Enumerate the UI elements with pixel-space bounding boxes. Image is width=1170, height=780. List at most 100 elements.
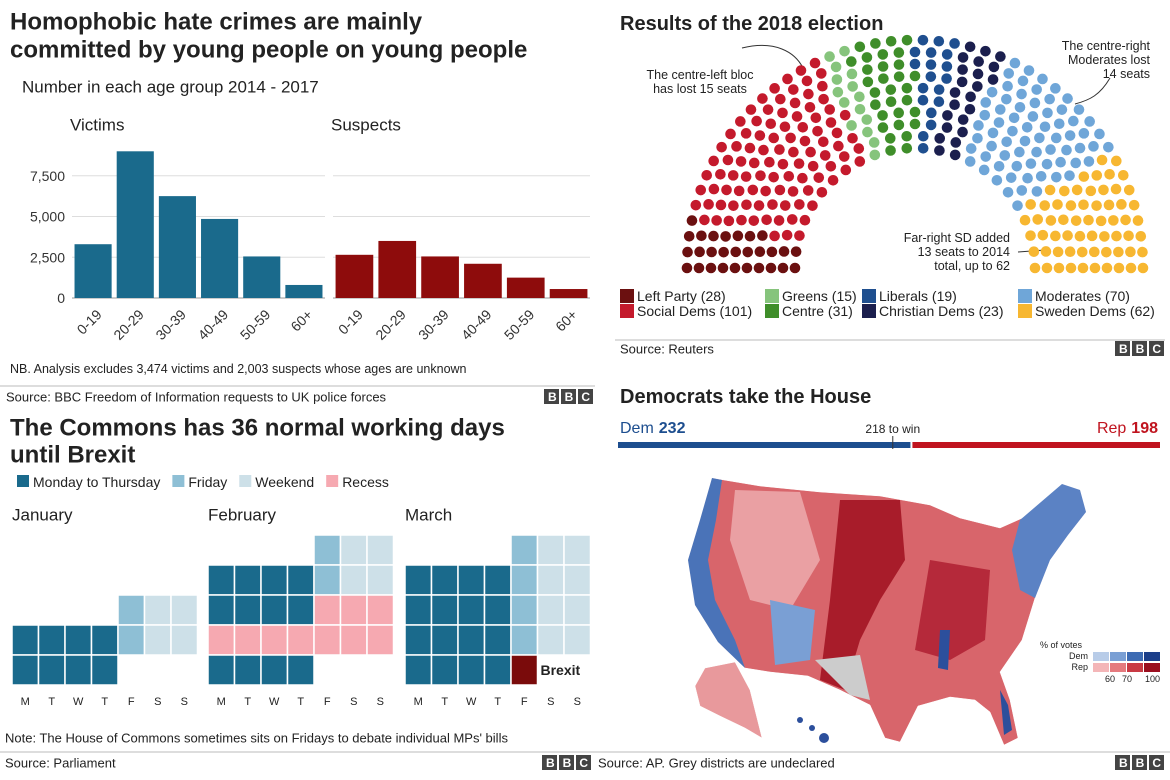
seat (1071, 184, 1083, 196)
day-cell (90, 654, 119, 686)
seat (854, 156, 866, 167)
seat (779, 200, 791, 211)
seat (933, 35, 945, 47)
day-cell (563, 594, 592, 626)
seat (1002, 186, 1014, 198)
x-tick-label: 20-29 (110, 306, 147, 343)
seat (1059, 185, 1070, 197)
seat (1028, 246, 1040, 257)
seat (1064, 170, 1075, 181)
seat (818, 136, 829, 148)
seat (1137, 262, 1149, 274)
weekday-label: S (350, 696, 357, 708)
seat (686, 215, 698, 226)
day-cell (430, 594, 459, 626)
seat (812, 125, 823, 137)
seat (833, 140, 844, 152)
seat (862, 64, 873, 75)
day-cell (366, 564, 395, 596)
weekday-label: S (181, 696, 188, 708)
day-cell (457, 564, 486, 596)
legend-swatch (17, 475, 29, 487)
seat (1096, 154, 1108, 166)
seat (744, 230, 756, 242)
seat (999, 150, 1011, 161)
seat (972, 132, 983, 144)
seat (788, 146, 799, 158)
seat (1014, 146, 1025, 158)
day-cell (339, 624, 368, 656)
seat (1039, 121, 1051, 133)
legend-label: Social Dems (101) (637, 303, 752, 319)
seat (980, 151, 992, 162)
seat (825, 117, 837, 128)
seat (1085, 185, 1097, 197)
seat (755, 170, 766, 181)
day-cell (11, 654, 40, 686)
note: Note: The House of Commons sometimes sit… (5, 731, 508, 746)
seat (789, 97, 801, 109)
seat (1111, 230, 1122, 242)
weekday-label: T (244, 696, 251, 708)
x-tick-label: 30-39 (415, 306, 452, 343)
bar (549, 289, 588, 298)
map-region (1000, 690, 1012, 735)
seat (909, 46, 921, 58)
seat (854, 91, 865, 103)
seat-count: 232 (659, 420, 686, 437)
legend-swatch (765, 289, 779, 303)
seat (1053, 262, 1065, 274)
seat (744, 142, 756, 154)
chart-title: committed by young people on young peopl… (10, 37, 527, 64)
seat (1123, 184, 1135, 196)
seat (854, 41, 866, 53)
seat (925, 71, 937, 82)
seat (706, 246, 717, 258)
seat (1070, 215, 1082, 226)
map-region (730, 490, 820, 610)
seat (1065, 262, 1077, 274)
seat (760, 185, 771, 197)
seat (790, 246, 802, 257)
seat (1074, 230, 1086, 242)
seat (802, 185, 814, 196)
seat (794, 199, 805, 210)
seat (1007, 125, 1018, 137)
seat (847, 81, 858, 92)
seat (774, 144, 785, 155)
seat (1042, 107, 1053, 119)
legend-label: Weekend (255, 474, 314, 490)
seat (980, 97, 992, 108)
legend-swatch (1110, 663, 1126, 672)
seat (799, 135, 811, 147)
chart-title: until Brexit (10, 442, 135, 469)
weekday-label: T (48, 696, 55, 708)
seat (995, 51, 1006, 62)
seat (824, 51, 835, 62)
y-tick-label: 5,000 (30, 209, 65, 225)
y-tick-label: 7,500 (30, 168, 65, 184)
seat (1005, 172, 1017, 183)
bar (506, 277, 545, 298)
seat (775, 93, 786, 105)
seat (797, 172, 808, 184)
party-seats (824, 45, 881, 161)
chart-title: The Commons has 36 normal working days (10, 415, 505, 442)
month-label: March (405, 506, 452, 525)
day-cell (286, 564, 315, 596)
seat (762, 104, 774, 115)
seat (794, 230, 805, 241)
seat (1008, 112, 1020, 124)
weekday-label: F (128, 696, 135, 708)
seat (1019, 214, 1031, 226)
day-cell (510, 594, 539, 626)
seat (720, 231, 731, 242)
seat (803, 88, 814, 100)
seat (767, 199, 778, 210)
seat (807, 160, 819, 172)
seat (901, 34, 913, 46)
seat (824, 104, 836, 115)
seat (733, 185, 745, 197)
party-seats (846, 34, 921, 156)
seat (846, 56, 857, 67)
